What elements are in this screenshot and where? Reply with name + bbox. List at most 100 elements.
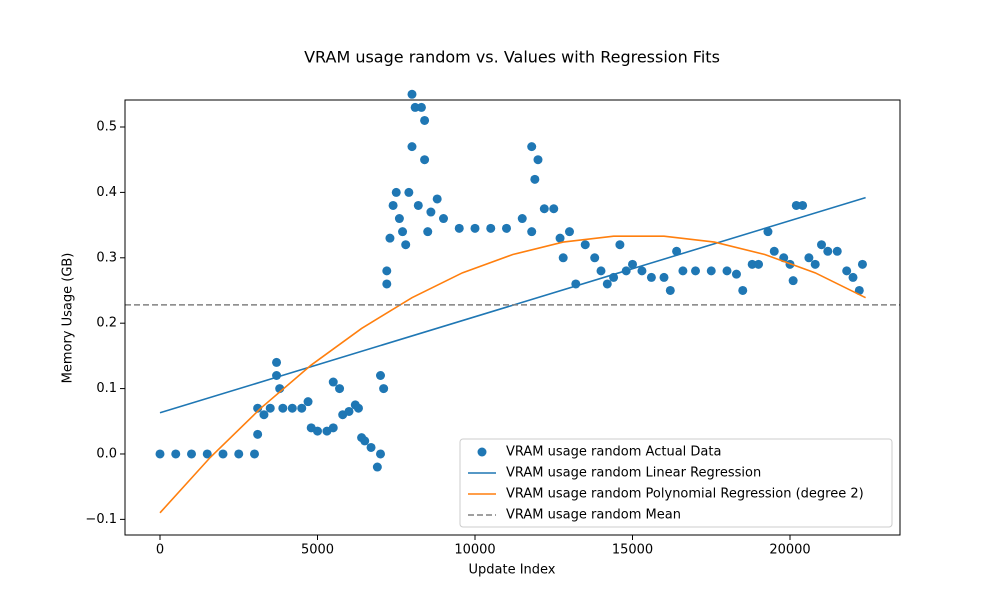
data-point bbox=[432, 194, 442, 204]
data-point bbox=[731, 269, 741, 279]
data-point bbox=[407, 142, 417, 152]
y-tick-label: 0.0 bbox=[96, 446, 117, 461]
data-point bbox=[706, 266, 716, 276]
data-point bbox=[328, 377, 338, 387]
data-point bbox=[596, 266, 606, 276]
data-point bbox=[344, 406, 354, 416]
data-point bbox=[388, 200, 398, 210]
data-point bbox=[857, 259, 867, 269]
data-point bbox=[259, 410, 269, 420]
data-point bbox=[533, 155, 543, 165]
data-point bbox=[312, 426, 322, 436]
data-point bbox=[303, 397, 313, 407]
data-point bbox=[628, 259, 638, 269]
data-point bbox=[420, 155, 430, 165]
data-point bbox=[817, 240, 827, 250]
data-point bbox=[353, 403, 363, 413]
data-point bbox=[375, 371, 385, 381]
data-point bbox=[615, 240, 625, 250]
data-point bbox=[426, 207, 436, 217]
data-point bbox=[637, 266, 647, 276]
y-axis-label: Memory Usage (GB) bbox=[61, 253, 76, 384]
data-point bbox=[659, 272, 669, 282]
data-point bbox=[234, 449, 244, 459]
data-point bbox=[754, 259, 764, 269]
data-point bbox=[202, 449, 212, 459]
data-point bbox=[530, 174, 540, 184]
data-point bbox=[413, 200, 423, 210]
data-point bbox=[527, 227, 537, 237]
data-point bbox=[420, 115, 430, 125]
data-point bbox=[558, 253, 568, 263]
legend-label: VRAM usage random Mean bbox=[506, 508, 681, 523]
x-tick-label: 20000 bbox=[769, 543, 810, 558]
data-point bbox=[527, 142, 537, 152]
data-point bbox=[253, 429, 263, 439]
chart-title: VRAM usage random vs. Values with Regres… bbox=[304, 48, 720, 67]
regression-line bbox=[159, 235, 866, 514]
x-tick-label: 10000 bbox=[454, 543, 495, 558]
data-point bbox=[470, 223, 480, 233]
legend: VRAM usage random Actual Data VRAM usage … bbox=[459, 438, 893, 528]
data-point bbox=[382, 266, 392, 276]
data-point bbox=[486, 223, 496, 233]
data-point bbox=[788, 276, 798, 286]
data-point bbox=[410, 102, 420, 112]
data-point bbox=[791, 200, 801, 210]
data-point bbox=[416, 102, 426, 112]
x-tick-label: 0 bbox=[156, 543, 164, 558]
data-point bbox=[186, 449, 196, 459]
data-point bbox=[253, 403, 263, 413]
data-point bbox=[747, 259, 757, 269]
data-point bbox=[297, 403, 307, 413]
data-point bbox=[394, 214, 404, 224]
data-point bbox=[517, 214, 527, 224]
data-point bbox=[672, 246, 682, 256]
data-point bbox=[382, 279, 392, 289]
data-point bbox=[404, 187, 414, 197]
x-tick-label: 5000 bbox=[301, 543, 334, 558]
y-tick-label: 0.3 bbox=[96, 250, 117, 265]
y-tick-label: 0.2 bbox=[96, 316, 117, 331]
legend-box bbox=[459, 438, 893, 528]
data-point bbox=[539, 204, 549, 214]
data-point bbox=[265, 403, 275, 413]
data-point bbox=[423, 227, 433, 237]
legend-label: VRAM usage random Linear Regression bbox=[506, 466, 761, 481]
data-point bbox=[564, 227, 574, 237]
data-point bbox=[549, 204, 559, 214]
data-point bbox=[842, 266, 852, 276]
data-point bbox=[335, 384, 345, 394]
data-point bbox=[646, 272, 656, 282]
data-point bbox=[590, 253, 600, 263]
data-point bbox=[798, 200, 808, 210]
y-tick-label: 0.5 bbox=[96, 120, 117, 135]
data-point bbox=[501, 223, 511, 233]
data-point bbox=[287, 403, 297, 413]
data-point bbox=[272, 357, 282, 367]
data-point bbox=[580, 240, 590, 250]
data-point bbox=[602, 279, 612, 289]
data-point bbox=[823, 246, 833, 256]
data-point bbox=[385, 233, 395, 243]
data-point bbox=[407, 89, 417, 99]
data-point bbox=[328, 423, 338, 433]
data-point bbox=[438, 214, 448, 224]
data-point bbox=[249, 449, 259, 459]
data-point bbox=[366, 442, 376, 452]
y-tick-label: 0.1 bbox=[96, 381, 117, 396]
data-point bbox=[391, 187, 401, 197]
y-tick-label: −0.1 bbox=[85, 512, 117, 527]
data-point bbox=[171, 449, 181, 459]
data-point bbox=[379, 384, 389, 394]
data-point bbox=[278, 403, 288, 413]
data-point bbox=[218, 449, 228, 459]
data-point bbox=[738, 285, 748, 295]
data-point bbox=[722, 266, 732, 276]
data-point bbox=[375, 449, 385, 459]
data-point bbox=[804, 253, 814, 263]
data-point bbox=[401, 240, 411, 250]
data-point bbox=[678, 266, 688, 276]
